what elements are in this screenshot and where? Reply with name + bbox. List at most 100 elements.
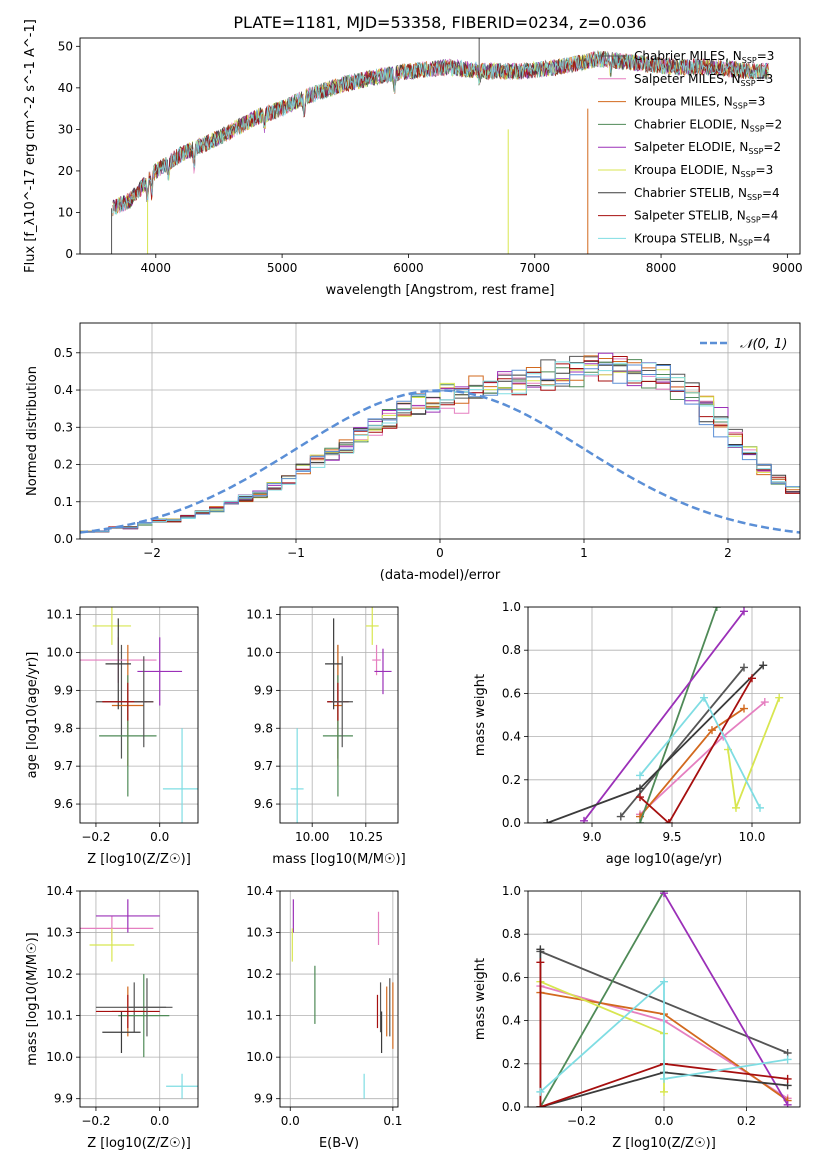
legend-sub: SSP xyxy=(741,170,756,179)
legend-entry: Kroupa MILES, NSSP=3 xyxy=(634,95,765,111)
legend-rest: =3 xyxy=(756,72,774,86)
weight-marker xyxy=(536,1103,545,1107)
spectrum-legend: Chabrier MILES, NSSP=3 Salpeter MILES, NS… xyxy=(598,49,782,247)
chart-spectrum: 4000 5000 6000 7000 8000 9000 0 10 20 30 40 50 wavel… xyxy=(23,19,803,298)
y-tick-label: 10.3 xyxy=(246,926,273,940)
x-tick-label: 0.0 xyxy=(281,1114,300,1128)
chart-mass_vs_Z: −0.2 0.0 9.9 10.0 10.1 10.2 10.3 10.4 Z [log10(Z… xyxy=(25,884,199,1151)
chart-age_vs_mass: 10.00 10.25 9.6 9.7 9.8 9.9 10.0 10.1 mass [log1… xyxy=(246,606,406,867)
y-axis-label: Flux [f_λ10^-17 erg cm^-2 s^-1 A^-1] xyxy=(23,19,38,273)
y-tick-label: 10.4 xyxy=(246,884,273,898)
y-tick-label: 10.2 xyxy=(246,967,273,981)
legend-entry: Salpeter ELODIE, NSSP=2 xyxy=(634,140,781,156)
plot-area-residuals xyxy=(80,323,800,539)
y-tick-label: 0.0 xyxy=(54,532,73,546)
x-tick-label: 10.00 xyxy=(295,830,329,844)
y-tick-label: 0.1 xyxy=(54,495,73,509)
y-tick-label: 30 xyxy=(58,122,73,136)
axes-frame xyxy=(279,606,399,824)
legend-rest: =3 xyxy=(757,49,775,63)
x-tick-label: −0.2 xyxy=(81,1114,110,1128)
plot-area-weight_vs_Z xyxy=(528,891,800,1107)
weight-marker xyxy=(760,698,769,707)
y-tick-label: 10.1 xyxy=(46,608,73,622)
weight-marker xyxy=(636,793,644,802)
x-tick-label: 9.5 xyxy=(662,830,681,844)
weight-marker xyxy=(636,771,644,780)
y-tick-label: 9.8 xyxy=(254,721,273,735)
plot-area-age_vs_mass xyxy=(280,607,398,823)
axes-frame xyxy=(279,890,399,1108)
y-tick-label: 10.0 xyxy=(246,645,273,659)
histogram-9 xyxy=(80,363,800,533)
legend-entry: Chabrier ELODIE, NSSP=2 xyxy=(634,117,782,133)
x-tick-label: 4000 xyxy=(141,261,172,275)
y-tick-label: 0.6 xyxy=(502,970,521,984)
legend-N: N xyxy=(738,186,747,200)
y-tick-label: 0.5 xyxy=(54,346,73,360)
x-tick-label: 9000 xyxy=(772,261,803,275)
y-axis-label: Normed distribution xyxy=(25,366,40,496)
plot-area-weight_vs_age xyxy=(528,607,800,823)
x-tick-label: 7000 xyxy=(519,261,550,275)
y-tick-label: 0.2 xyxy=(54,458,73,472)
plot-area-spectrum xyxy=(111,38,769,254)
x-tick-label: −2 xyxy=(143,546,161,560)
x-tick-label: 0.0 xyxy=(150,1114,169,1128)
residual-legend: 𝒩(0, 1) xyxy=(700,337,787,352)
x-axis-label: Z [log10(Z/Z☉)] xyxy=(87,852,191,867)
y-tick-label: 10.1 xyxy=(246,608,273,622)
legend-sub: SSP xyxy=(733,102,748,111)
legend-sub: SSP xyxy=(741,79,756,88)
y-tick-label: 0.0 xyxy=(502,816,521,830)
weight-line-7 xyxy=(639,677,753,823)
y-tick-label: 9.6 xyxy=(254,797,273,811)
y-tick-label: 10.0 xyxy=(46,645,73,659)
legend-rest: =4 xyxy=(762,186,780,200)
y-axis-label: mass weight xyxy=(473,674,488,756)
weight-marker xyxy=(660,1087,668,1096)
x-tick-label: 6000 xyxy=(393,261,424,275)
plot-area-age_vs_Z xyxy=(80,607,198,823)
legend-sub: SSP xyxy=(742,56,757,65)
y-tick-label: 9.8 xyxy=(54,721,73,735)
legend-entry: Chabrier MILES, NSSP=3 xyxy=(634,49,774,65)
weight-marker xyxy=(775,693,784,702)
x-axis-label: Z [log10(Z/Z☉)] xyxy=(87,1136,191,1151)
weight-marker xyxy=(756,803,764,812)
y-tick-label: 10.2 xyxy=(46,967,73,981)
weight-marker xyxy=(616,812,625,821)
legend-entry: Kroupa ELODIE, NSSP=3 xyxy=(634,163,773,179)
legend-N: N xyxy=(737,209,746,223)
legend-N: N xyxy=(739,140,748,154)
figure-title: PLATE=1181, MJD=53358, FIBERID=0234, z=0… xyxy=(233,13,646,32)
x-axis-label: E(B-V) xyxy=(319,1136,359,1151)
legend-sub: SSP xyxy=(750,124,765,133)
legend-rest: =3 xyxy=(756,163,774,177)
legend-entry: Salpeter STELIB, NSSP=4 xyxy=(634,209,778,225)
y-tick-label: 9.7 xyxy=(254,759,273,773)
weight-marker xyxy=(636,819,644,823)
weight-line-4 xyxy=(663,892,789,1106)
legend-rest: =4 xyxy=(761,209,779,223)
weight-line-8 xyxy=(539,979,788,1093)
axes-frame xyxy=(527,890,801,1108)
weight-line-0 xyxy=(620,666,745,818)
x-tick-label: 8000 xyxy=(646,261,677,275)
y-tick-label: 20 xyxy=(58,164,73,178)
plots-layer: 4000 5000 6000 7000 8000 900001020304050wavel… xyxy=(23,19,803,1151)
legend-rest: =2 xyxy=(763,140,781,154)
x-tick-label: 10.0 xyxy=(739,830,766,844)
weight-marker xyxy=(783,1055,792,1064)
y-tick-label: 10.4 xyxy=(46,884,73,898)
x-tick-label: 9.0 xyxy=(582,830,601,844)
axes-frame xyxy=(79,322,801,540)
y-tick-label: 0 xyxy=(65,247,73,261)
weight-line-3 xyxy=(539,891,665,1107)
x-tick-label: 10.25 xyxy=(349,830,383,844)
y-tick-label: 0.4 xyxy=(502,730,521,744)
x-tick-label: 2 xyxy=(724,546,732,560)
y-tick-label: 9.7 xyxy=(54,759,73,773)
x-tick-label: 0 xyxy=(436,546,444,560)
weight-marker xyxy=(580,816,588,823)
